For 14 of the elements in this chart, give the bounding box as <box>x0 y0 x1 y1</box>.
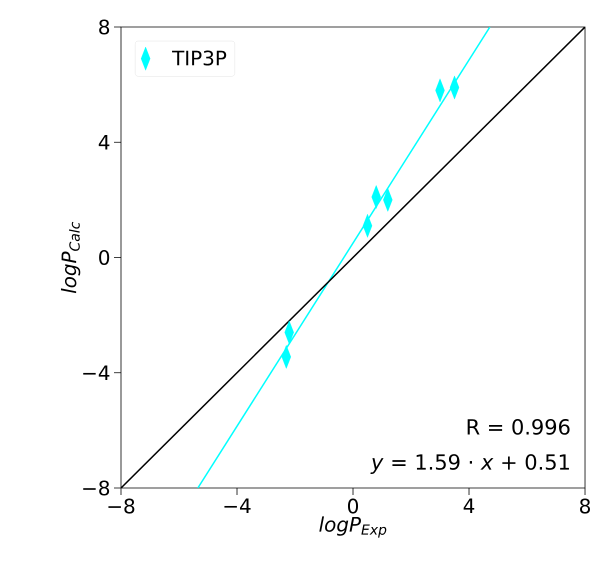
y-tick-label: −8 <box>83 480 110 496</box>
y-axis-title: logP$_{Calc}$ <box>60 222 80 294</box>
x-tick-label: 0 <box>348 498 358 514</box>
y-tick-label: 0 <box>99 250 110 266</box>
annotation: R = 0.996 <box>468 418 570 435</box>
x-tick-label: 8 <box>580 498 590 514</box>
x-tick-label: 4 <box>464 498 474 514</box>
y-tick-label: −4 <box>83 366 110 380</box>
x-axis-title: logP$_{Exp}$ <box>319 516 386 538</box>
legend-label: TIP3P <box>172 50 226 66</box>
y-tick-label: 8 <box>99 19 110 35</box>
y-tick-label: 4 <box>98 135 110 150</box>
x-tick-label: −4 <box>224 498 251 514</box>
annotation: y = 1.59 · x + 0.51 <box>370 454 569 474</box>
